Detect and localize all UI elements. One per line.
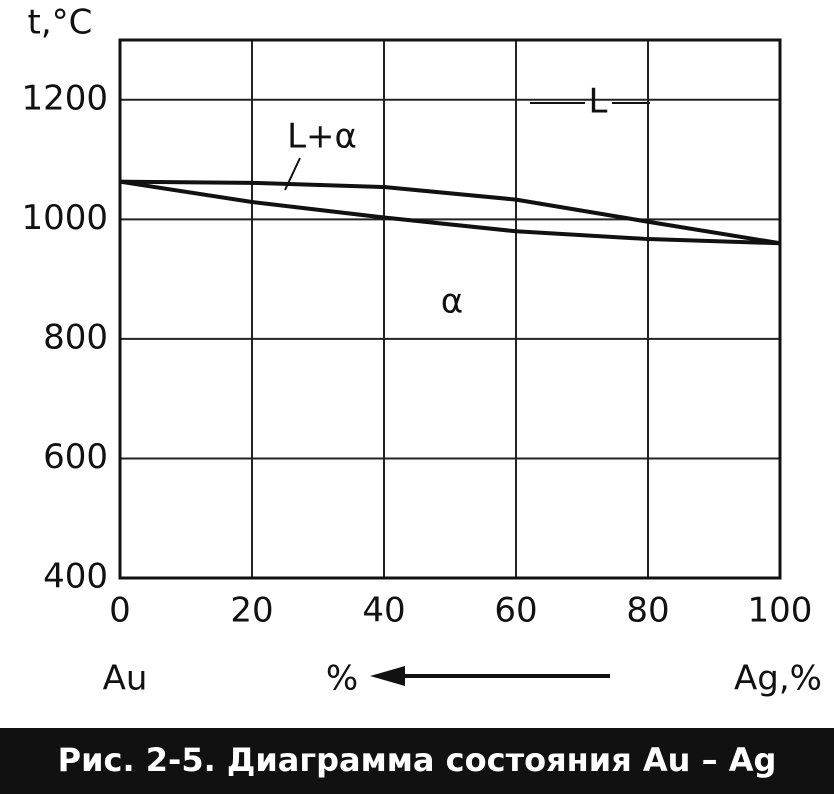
caption-bar <box>0 728 834 794</box>
x-tick-label: 100 <box>748 591 813 631</box>
phase-line <box>119 179 781 246</box>
y-tick-label: 1000 <box>21 198 108 238</box>
phase-label: L+α <box>287 117 357 157</box>
phase-label: L <box>589 82 608 122</box>
axis-note: % <box>326 659 358 699</box>
x-tick-label: 80 <box>626 591 669 631</box>
y-tick-label: 400 <box>43 557 108 597</box>
x-tick-label: 60 <box>494 591 537 631</box>
y-axis-label: t,°C <box>28 3 93 43</box>
x-tick-label: 20 <box>230 591 273 631</box>
x-tick-label: 40 <box>362 591 405 631</box>
phase-label: α <box>441 282 463 322</box>
axis-note: Ag,% <box>734 659 822 699</box>
plot-frame <box>118 38 782 580</box>
y-tick-label: 1200 <box>21 78 108 118</box>
caption: Рис. 2-5. Диаграмма состояния Au – Ag <box>58 741 777 779</box>
axis-note: Au <box>103 659 148 699</box>
y-tick-label: 600 <box>43 437 108 477</box>
arrow-head <box>370 666 405 686</box>
y-tick-label: 800 <box>43 317 108 357</box>
phase-line <box>119 179 781 246</box>
x-tick-label: 0 <box>109 591 131 631</box>
